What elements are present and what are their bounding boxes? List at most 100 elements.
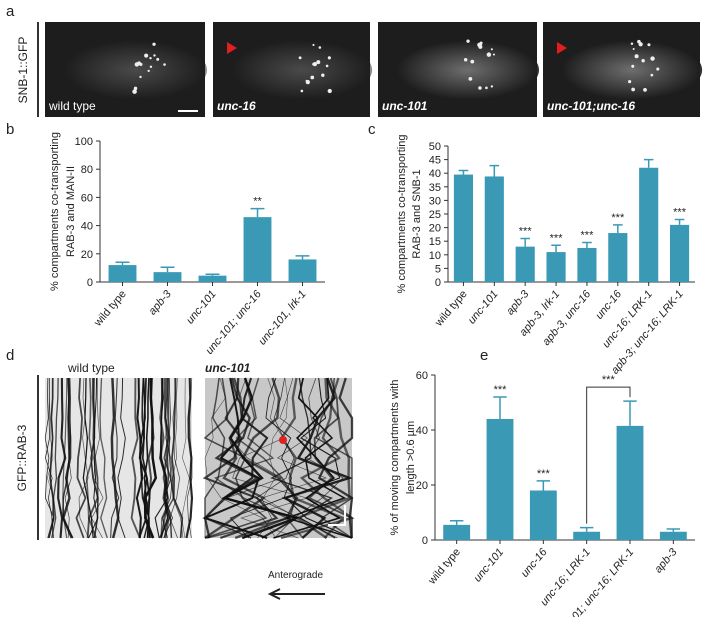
cell-glow bbox=[230, 40, 373, 100]
track bbox=[45, 377, 54, 539]
track bbox=[47, 377, 55, 539]
bar bbox=[443, 524, 471, 540]
track bbox=[85, 377, 97, 539]
y-tick-label: 45 bbox=[429, 155, 441, 167]
bar bbox=[198, 275, 227, 282]
y-tick-label: 50 bbox=[429, 141, 441, 153]
y-axis-label: RAB-3 and SNB-1 bbox=[411, 169, 423, 258]
error-bar bbox=[674, 218, 685, 225]
error-bar bbox=[536, 480, 551, 491]
error-bar bbox=[250, 207, 265, 218]
y-axis-label: % of moving compartments with bbox=[389, 380, 401, 536]
track bbox=[143, 377, 151, 539]
arrow bbox=[267, 588, 325, 600]
error-bar bbox=[520, 237, 530, 247]
y-tick-label: 60 bbox=[81, 192, 93, 204]
y-tick-label: 20 bbox=[429, 223, 441, 235]
puncta bbox=[327, 56, 331, 60]
error-bar bbox=[551, 244, 561, 253]
puncta bbox=[305, 80, 310, 85]
bar bbox=[243, 217, 272, 282]
image-label: wild type bbox=[48, 99, 96, 113]
puncta bbox=[647, 43, 651, 47]
bracket bbox=[586, 386, 631, 524]
significance: *** bbox=[581, 230, 595, 242]
track bbox=[307, 377, 353, 538]
error-bar bbox=[493, 396, 507, 419]
track bbox=[160, 377, 173, 539]
track bbox=[99, 377, 108, 539]
puncta bbox=[139, 75, 142, 79]
error-bar bbox=[205, 273, 220, 276]
image-label: unc-16 bbox=[217, 99, 256, 113]
x-tick-label: wild type bbox=[432, 288, 469, 329]
puncta bbox=[312, 62, 315, 66]
significance: *** bbox=[537, 468, 551, 480]
track bbox=[232, 377, 309, 539]
track bbox=[130, 377, 141, 539]
puncta bbox=[634, 54, 639, 59]
track bbox=[171, 377, 184, 539]
y-tick-label: 35 bbox=[429, 182, 441, 194]
error-bar bbox=[295, 255, 310, 260]
error-bar bbox=[582, 241, 592, 248]
track bbox=[51, 377, 59, 539]
error-bar bbox=[623, 400, 637, 426]
error-bar bbox=[489, 164, 500, 177]
bar bbox=[608, 233, 628, 282]
error-bar bbox=[160, 266, 175, 273]
puncta bbox=[310, 75, 315, 80]
puncta bbox=[650, 56, 655, 61]
panel-letter: d bbox=[6, 347, 14, 364]
y-tick-label: 30 bbox=[429, 195, 441, 207]
y-axis-label: length >0.6 µm bbox=[405, 421, 417, 494]
kymo-label: unc-101 bbox=[205, 361, 251, 375]
arrowhead bbox=[557, 42, 567, 54]
track bbox=[110, 377, 120, 539]
x-tick-label: unc-16 bbox=[519, 546, 550, 580]
track bbox=[204, 377, 283, 539]
x-tick-label: unc-101, lrk-1 bbox=[256, 288, 308, 347]
kymo-label: wild type bbox=[67, 361, 115, 375]
track bbox=[82, 377, 94, 539]
track bbox=[280, 377, 355, 540]
x-tick-label: wild type bbox=[426, 546, 463, 587]
bar bbox=[577, 248, 597, 282]
error-bar bbox=[449, 520, 464, 525]
image-label: unc-101 bbox=[382, 99, 428, 113]
puncta bbox=[149, 65, 153, 69]
bar bbox=[529, 490, 557, 540]
bar bbox=[669, 224, 690, 282]
error-bar bbox=[458, 169, 469, 175]
track bbox=[317, 377, 354, 539]
puncta bbox=[630, 42, 634, 46]
cell-glow bbox=[63, 40, 207, 100]
puncta bbox=[133, 86, 138, 91]
bar bbox=[515, 246, 535, 282]
panel-letter: c bbox=[368, 121, 376, 138]
image-label: unc-101;unc-16 bbox=[547, 99, 635, 113]
puncta bbox=[152, 42, 156, 46]
significance: *** bbox=[494, 384, 508, 396]
puncta bbox=[490, 48, 493, 51]
y-axis-label: RAB-3 and MAN-II bbox=[65, 166, 77, 257]
puncta bbox=[490, 85, 494, 88]
y-tick-label: 40 bbox=[81, 221, 93, 233]
track bbox=[78, 377, 90, 539]
track bbox=[257, 377, 327, 539]
y-tick-label: 100 bbox=[75, 136, 93, 148]
bar bbox=[486, 419, 514, 540]
arrowhead bbox=[227, 42, 237, 54]
track bbox=[64, 377, 72, 539]
puncta bbox=[631, 64, 635, 68]
panel-letter: b bbox=[6, 121, 14, 138]
puncta bbox=[478, 86, 482, 90]
direction-label: Anterograde bbox=[268, 570, 323, 581]
significance: *** bbox=[519, 225, 533, 237]
puncta bbox=[637, 39, 641, 44]
puncta bbox=[137, 61, 141, 65]
y-tick-label: 0 bbox=[422, 535, 428, 547]
puncta bbox=[486, 52, 492, 57]
puncta bbox=[468, 76, 473, 81]
bar bbox=[153, 272, 182, 282]
